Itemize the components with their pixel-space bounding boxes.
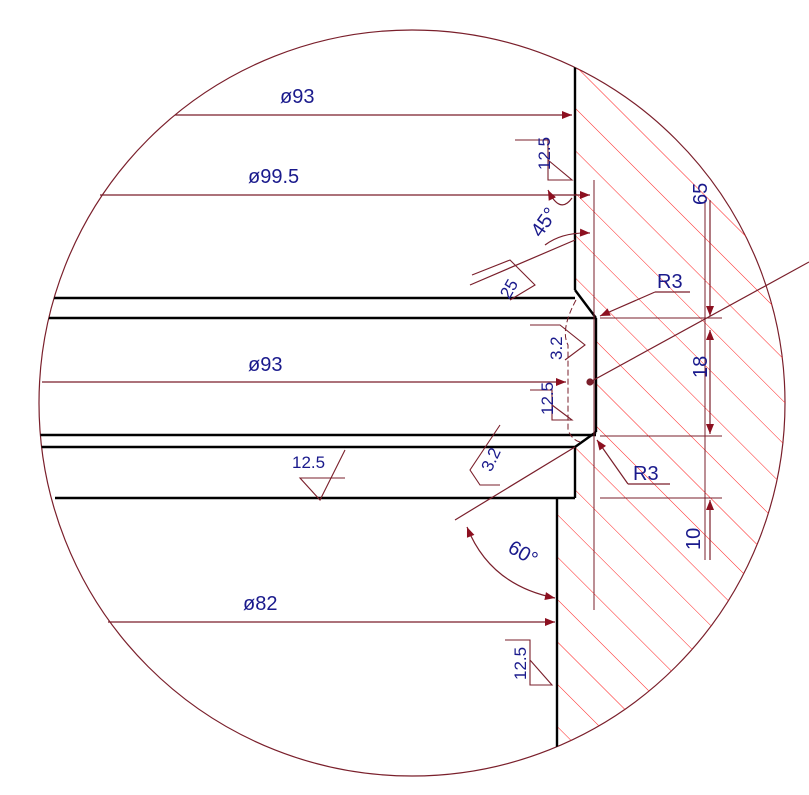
detail-leader (586, 261, 809, 386)
radius-upper-label: R3 (657, 271, 683, 293)
roughness-groove-face: 3.2 (547, 336, 566, 360)
angle-60-dimension (454, 446, 576, 600)
length-18-label: 18 (690, 356, 712, 378)
roughness-groove-bottom: 12.5 (538, 382, 557, 415)
hatched-section (557, 55, 785, 750)
angle-45-label: 45° (527, 204, 562, 241)
roughness-symbols (298, 139, 586, 686)
angle-45-dimension (469, 189, 591, 286)
dia-bottom-label: ø82 (243, 593, 277, 615)
diameter-dimension-lines (42, 111, 590, 626)
roughness-top-wall: 12.5 (535, 137, 554, 170)
roughness-step-face: 3.2 (478, 445, 505, 474)
extension-lines (600, 200, 722, 560)
length-10-label: 10 (683, 528, 705, 550)
dia-top-label: ø93 (280, 86, 314, 108)
groove-detail-lines (564, 180, 595, 610)
dia-middle-label: ø93 (248, 354, 282, 376)
roughness-bottom-wall: 12.5 (511, 647, 530, 680)
roughness-bore-lower: 12.5 (292, 453, 325, 472)
part-outline (40, 55, 598, 750)
length-65-label: 65 (690, 183, 712, 205)
radius-lower-label: R3 (633, 463, 659, 485)
radius-leaders (596, 291, 690, 485)
angle-60-label: 60° (504, 536, 541, 570)
dia-second-label: ø99.5 (248, 166, 299, 188)
